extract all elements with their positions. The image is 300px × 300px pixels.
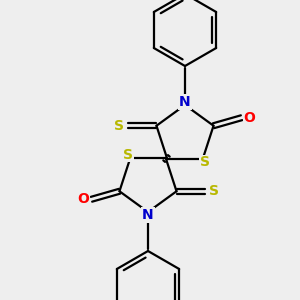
Text: N: N xyxy=(142,208,154,222)
Text: S: S xyxy=(115,119,124,133)
Text: S: S xyxy=(200,155,210,169)
Text: O: O xyxy=(244,111,256,125)
Text: N: N xyxy=(179,95,191,109)
Text: S: S xyxy=(123,148,134,162)
Text: S: S xyxy=(208,184,218,198)
Text: O: O xyxy=(77,192,89,206)
